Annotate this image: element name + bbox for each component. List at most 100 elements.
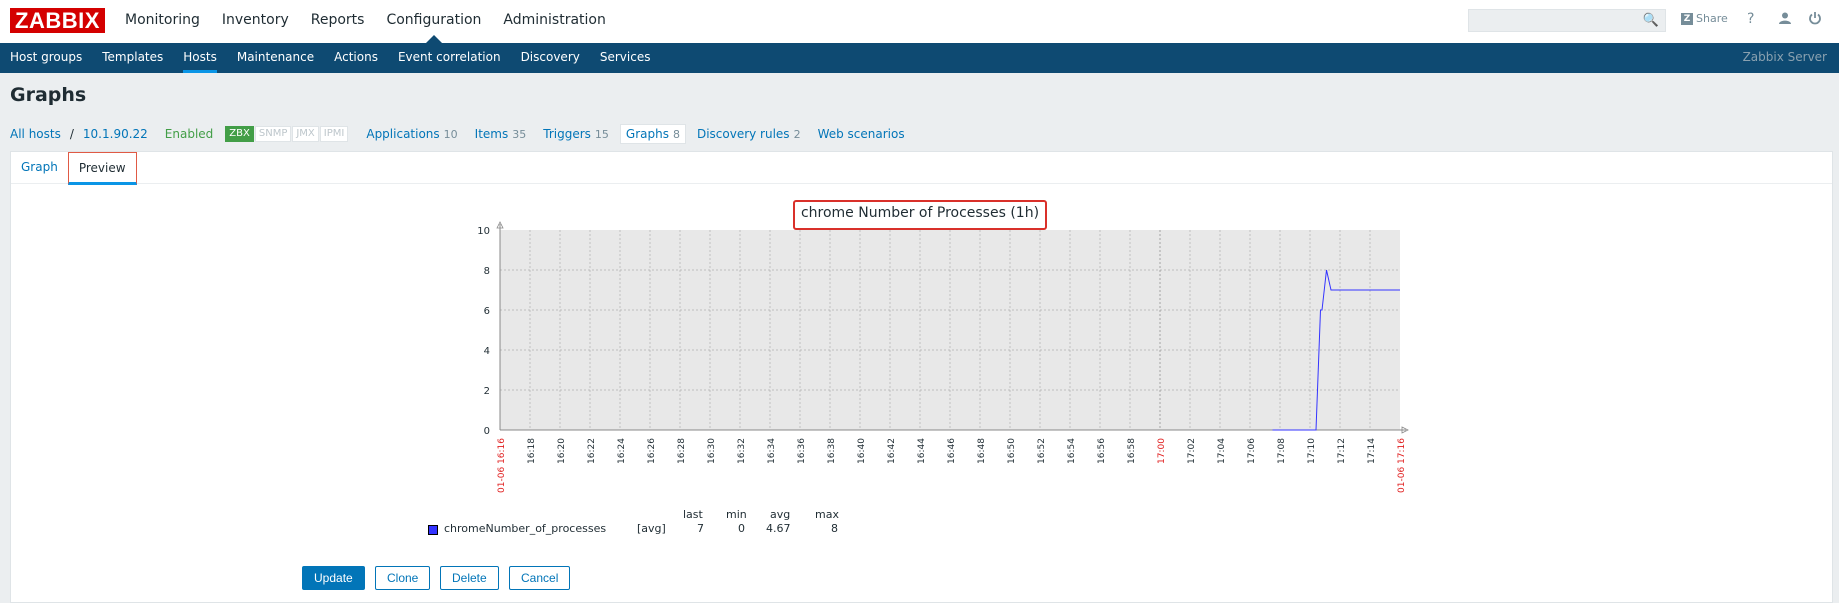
- link-applications[interactable]: Applications 10: [366, 127, 457, 141]
- menu-inventory[interactable]: Inventory: [221, 12, 289, 28]
- x-tick-label: 16:22: [587, 438, 597, 464]
- share-label: Share: [1696, 12, 1728, 25]
- cancel-button[interactable]: Cancel: [509, 566, 571, 590]
- submenu-services[interactable]: Services: [599, 50, 651, 64]
- link-discovery-rules-label: Discovery rules: [696, 127, 790, 141]
- x-tick-label: 16:28: [677, 438, 687, 464]
- submenu-actions[interactable]: Actions: [334, 50, 378, 64]
- clone-button[interactable]: Clone: [375, 566, 431, 590]
- menu-administration[interactable]: Administration: [503, 12, 606, 28]
- series-line: [1272, 269, 1400, 431]
- link-items[interactable]: Items 35: [475, 127, 527, 141]
- main-menu: Monitoring Inventory Reports Configurati…: [114, 0, 617, 43]
- link-discovery-rules[interactable]: Discovery rules 2: [697, 127, 801, 141]
- delete-button[interactable]: Delete: [440, 566, 499, 590]
- x-tick-label: 16:20: [557, 438, 567, 464]
- y-tick-label: 10: [477, 226, 490, 237]
- x-tick-label: 17:04: [1217, 438, 1227, 464]
- tab-graph[interactable]: Graph: [21, 160, 58, 174]
- x-tick-label: 16:46: [947, 438, 957, 464]
- host-navigation: All hosts / 10.1.90.22 Enabled ZBX SNMP …: [10, 124, 922, 144]
- x-tick-label: 16:48: [977, 438, 987, 464]
- x-tick-label: 16:52: [1037, 438, 1047, 464]
- x-tick-label: 16:42: [887, 438, 897, 464]
- link-triggers-count: 15: [594, 128, 609, 141]
- y-tick-label: 4: [484, 346, 490, 357]
- legend-header-avg: avg: [770, 508, 791, 521]
- x-tick-label: 16:50: [1007, 438, 1017, 464]
- link-web-scenarios[interactable]: Web scenarios: [818, 127, 905, 141]
- x-tick-label: 17:14: [1367, 438, 1377, 464]
- x-tick-label: 16:18: [527, 438, 537, 464]
- menu-reports[interactable]: Reports: [310, 12, 365, 28]
- x-tick-label: 16:58: [1127, 438, 1137, 464]
- x-tick-label: 16:54: [1067, 438, 1077, 464]
- badge-jmx: JMX: [292, 126, 319, 142]
- help-icon[interactable]: ?: [1747, 11, 1755, 27]
- y-tick-label: 2: [484, 386, 490, 397]
- breadcrumb-separator: /: [69, 127, 74, 141]
- x-tick-label: 17:08: [1277, 438, 1287, 464]
- breadcrumb-all-hosts[interactable]: All hosts: [10, 127, 61, 141]
- zabbix-logo[interactable]: ZABBIX: [10, 8, 105, 33]
- legend-series-func: [avg]: [637, 522, 666, 535]
- user-profile-icon[interactable]: [1778, 11, 1792, 29]
- legend-value-avg: 4.67: [766, 522, 791, 535]
- link-triggers-label: Triggers: [543, 127, 591, 141]
- x-start-label: 01-06 16:16: [497, 438, 507, 493]
- link-graphs[interactable]: Graphs 8: [619, 124, 686, 144]
- search-icon[interactable]: 🔍: [1642, 13, 1659, 28]
- legend-value-min: 0: [738, 522, 745, 535]
- link-graphs-count: 8: [672, 128, 680, 141]
- submenu-host-groups[interactable]: Host groups: [10, 50, 83, 64]
- zabbix-share-icon: Z: [1681, 12, 1693, 25]
- sign-out-icon[interactable]: [1808, 11, 1822, 29]
- link-applications-label: Applications: [366, 127, 440, 141]
- x-tick-label: 16:38: [827, 438, 837, 464]
- tab-preview[interactable]: Preview: [67, 152, 137, 185]
- x-tick-label: 17:00: [1157, 438, 1167, 464]
- share-button[interactable]: Z Share: [1681, 12, 1728, 25]
- y-axis-arrow: [496, 221, 504, 229]
- breadcrumb-host[interactable]: 10.1.90.22: [82, 127, 148, 141]
- y-tick-label: 6: [484, 306, 490, 317]
- x-axis-arrow: [1401, 426, 1409, 434]
- y-tick-label: 0: [484, 426, 490, 437]
- x-tick-label: 16:24: [617, 438, 627, 464]
- tab-bar: Graph Preview: [11, 152, 1832, 185]
- badge-snmp: SNMP: [254, 126, 292, 142]
- menu-configuration[interactable]: Configuration: [375, 0, 492, 43]
- badge-ipmi: IPMI: [319, 126, 349, 142]
- submenu-maintenance[interactable]: Maintenance: [236, 50, 315, 64]
- link-discovery-rules-count: 2: [793, 128, 801, 141]
- legend-header-max: max: [815, 508, 839, 521]
- x-tick-label: 16:30: [707, 438, 717, 464]
- x-tick-label: 17:02: [1187, 438, 1197, 464]
- link-triggers[interactable]: Triggers 15: [543, 127, 609, 141]
- x-tick-label: 16:26: [647, 438, 657, 464]
- x-tick-label: 17:10: [1307, 438, 1317, 464]
- x-tick-label: 16:44: [917, 438, 927, 464]
- availability-badges: ZBX SNMP JMX IPMI: [225, 126, 349, 142]
- legend-value-max: 8: [831, 522, 838, 535]
- submenu-event-correlation[interactable]: Event correlation: [397, 50, 501, 64]
- x-tick-label: 16:40: [857, 438, 867, 464]
- x-tick-label: 16:32: [737, 438, 747, 464]
- submenu-hosts[interactable]: Hosts: [173, 43, 227, 73]
- menu-monitoring[interactable]: Monitoring: [125, 12, 200, 28]
- legend-color-swatch: [428, 525, 438, 535]
- legend-header-last: last: [683, 508, 703, 521]
- page-title: Graphs: [10, 84, 87, 106]
- legend-header-min: min: [726, 508, 747, 521]
- search-input[interactable]: 🔍: [1468, 9, 1666, 32]
- submenu-discovery[interactable]: Discovery: [520, 50, 580, 64]
- x-tick-label: 16:56: [1097, 438, 1107, 464]
- link-graphs-label: Graphs: [625, 127, 669, 141]
- legend-value-last: 7: [697, 522, 704, 535]
- update-button[interactable]: Update: [302, 566, 365, 590]
- host-status[interactable]: Enabled: [164, 127, 214, 141]
- submenu-templates[interactable]: Templates: [102, 50, 164, 64]
- server-name: Zabbix Server: [1742, 50, 1827, 64]
- link-items-label: Items: [474, 127, 509, 141]
- x-tick-label: 17:06: [1247, 438, 1257, 464]
